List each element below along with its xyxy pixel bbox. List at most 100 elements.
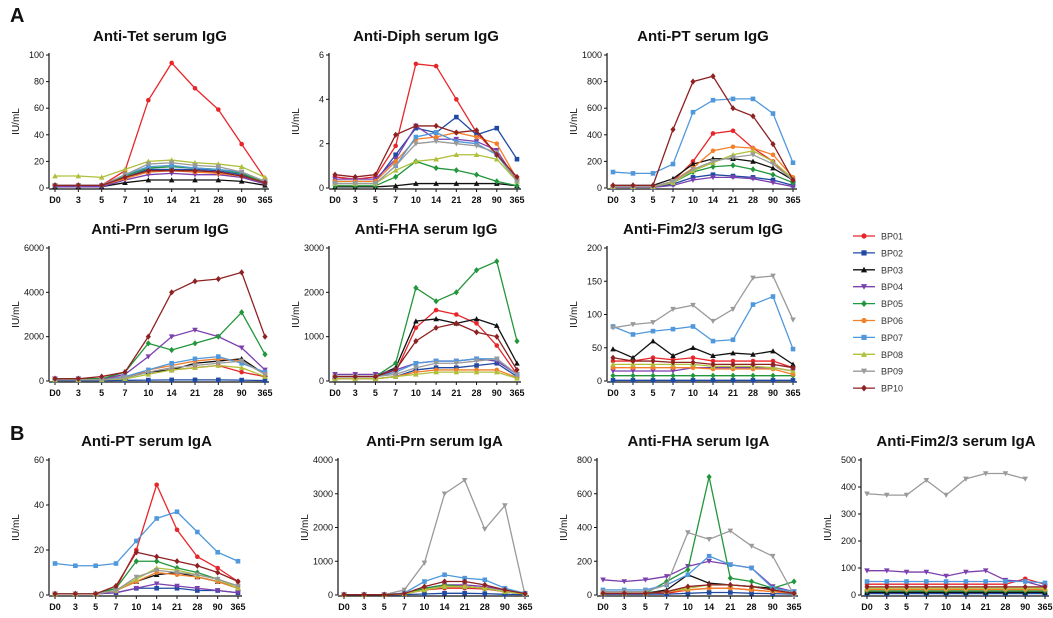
data-point: [474, 134, 479, 140]
data-point: [99, 182, 105, 189]
data-point: [239, 369, 244, 375]
x-tick-label: 14: [431, 195, 441, 205]
y-axis-label: IU/mL: [291, 301, 302, 328]
y-tick-label: 200: [587, 156, 602, 166]
data-point: [352, 373, 358, 380]
y-tick-label: 0: [39, 183, 44, 193]
data-point: [770, 177, 776, 183]
data-point: [600, 590, 606, 597]
data-point: [770, 358, 776, 364]
data-point: [145, 354, 152, 360]
x-tick-label: 14: [708, 195, 718, 205]
data-point: [630, 357, 636, 365]
data-point: [864, 583, 870, 590]
y-tick-label: 2000: [304, 287, 324, 297]
data-point: [174, 509, 180, 515]
x-tick-label: 3: [630, 388, 635, 398]
data-point: [982, 471, 989, 477]
data-point: [514, 375, 520, 381]
data-point: [769, 553, 776, 559]
x-tick-label: 28: [192, 602, 202, 612]
data-point: [710, 372, 716, 379]
data-point: [168, 365, 175, 371]
data-point: [413, 338, 419, 345]
data-point: [706, 537, 712, 543]
data-point: [192, 363, 198, 369]
x-tick-label: 365: [785, 195, 800, 205]
data-point: [650, 171, 656, 176]
data-point: [790, 160, 796, 166]
data-point: [169, 289, 175, 296]
data-point: [730, 372, 736, 379]
data-point: [730, 378, 736, 383]
data-point: [72, 590, 78, 597]
data-point: [730, 306, 736, 312]
y-axis-label: IU/mL: [569, 301, 580, 328]
series-line: [603, 476, 795, 594]
data-point: [192, 356, 198, 362]
data-point: [884, 583, 890, 590]
series-line: [603, 530, 795, 596]
x-tick-label: 3: [884, 602, 889, 612]
data-point: [650, 372, 656, 379]
y-tick-label: 300: [841, 509, 856, 519]
series-line: [55, 379, 266, 382]
series-line: [613, 363, 794, 372]
data-point: [728, 562, 733, 567]
data-point: [690, 372, 696, 379]
data-point: [1042, 583, 1048, 590]
data-point: [169, 346, 175, 354]
data-point: [610, 325, 616, 331]
data-point: [133, 574, 140, 580]
data-point: [727, 575, 733, 582]
data-point: [433, 369, 439, 375]
legend-label: BP05: [881, 299, 903, 309]
y-tick-label: 0: [319, 376, 324, 386]
data-point: [710, 163, 716, 170]
data-point: [750, 275, 756, 281]
x-tick-label: 14: [152, 602, 162, 612]
chart-pt-iga: Anti-PT serum IgA IU/mL 0 20 40 60 D0 3 5 7 10 14 21…: [11, 433, 246, 612]
y-tick-label: 1000: [582, 50, 602, 60]
data-point: [963, 569, 969, 575]
data-point: [192, 177, 198, 183]
data-point: [494, 178, 500, 185]
data-point: [393, 366, 399, 374]
series-line: [335, 131, 518, 183]
data-point: [169, 377, 174, 383]
data-point: [728, 590, 733, 595]
data-point: [493, 356, 500, 362]
y-axis-label: IU/mL: [823, 514, 834, 541]
y-tick-label: 0: [39, 590, 44, 600]
x-tick-label: 7: [122, 388, 127, 398]
data-point: [169, 360, 174, 366]
data-point: [864, 491, 870, 497]
x-tick-label: 3: [630, 195, 635, 205]
y-tick-label: 20: [34, 156, 44, 166]
data-point: [690, 109, 696, 115]
series-bp04: [332, 123, 520, 185]
series-bp09: [610, 273, 796, 331]
series-line: [55, 159, 266, 179]
data-point: [216, 354, 221, 359]
data-point: [262, 351, 268, 358]
data-point: [174, 558, 180, 565]
data-point: [650, 355, 656, 361]
data-point: [462, 591, 467, 596]
data-point: [710, 352, 716, 359]
data-point: [174, 570, 180, 576]
data-point: [122, 174, 128, 181]
y-tick-label: 20: [34, 545, 44, 555]
x-tick-label: 90: [492, 388, 502, 398]
data-point: [413, 180, 419, 186]
data-point: [113, 561, 119, 566]
series-bp02: [610, 378, 796, 383]
data-point: [473, 267, 480, 274]
data-point: [770, 165, 776, 171]
data-point: [433, 164, 439, 172]
data-point: [413, 61, 419, 67]
legend: BP01 BP02 BP03 BP04 BP05 BP06 BP07 BP08 BP09 BP10: [853, 232, 903, 394]
data-point: [770, 348, 776, 354]
data-point: [453, 320, 459, 327]
y-tick-label: 50: [592, 343, 602, 353]
